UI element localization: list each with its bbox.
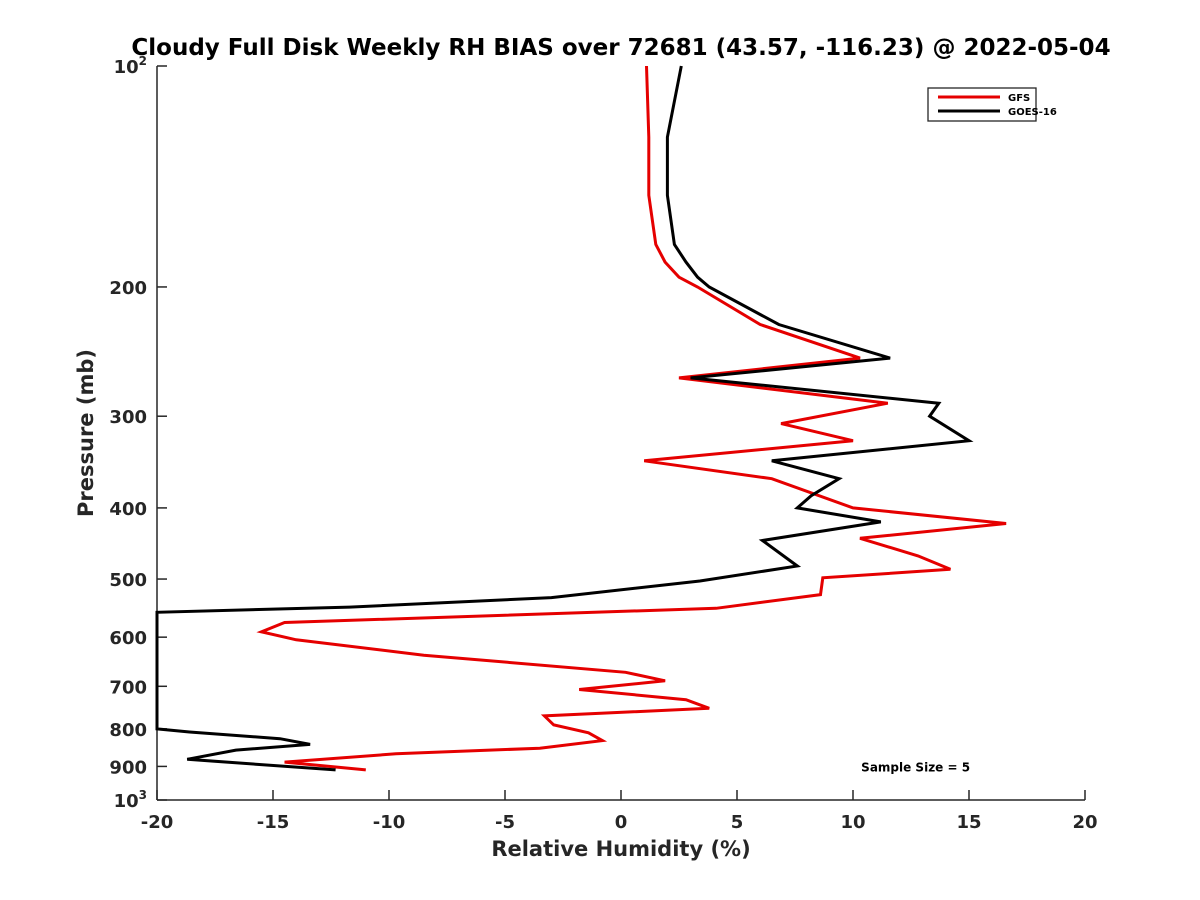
- y-tick-base: 10: [114, 57, 139, 78]
- y-tick-label: 600: [109, 628, 147, 649]
- y-tick-label: 900: [109, 757, 147, 778]
- y-tick-exponent: 2: [139, 54, 147, 68]
- legend-label: GOES-16: [1008, 107, 1057, 118]
- y-tick-label: 300: [109, 407, 147, 428]
- chart-title: Cloudy Full Disk Weekly RH BIAS over 726…: [131, 35, 1110, 61]
- x-tick-label: 5: [731, 812, 744, 833]
- goes-16-line: [155, 65, 974, 772]
- y-tick-label-exp: 103: [114, 788, 147, 812]
- x-tick-label: -15: [257, 812, 290, 833]
- x-tick-label: -20: [141, 812, 174, 833]
- y-tick-label: 200: [109, 278, 147, 299]
- sample-size-annotation: Sample Size = 5: [861, 760, 970, 774]
- x-tick-label: 10: [840, 812, 865, 833]
- y-axis-label: Pressure (mb): [74, 349, 98, 517]
- legend-label: GFS: [1008, 93, 1030, 104]
- y-tick-label: 700: [109, 677, 147, 698]
- y-tick-label: 500: [109, 570, 147, 591]
- x-tick-label: -5: [495, 812, 515, 833]
- x-tick-label: 20: [1072, 812, 1097, 833]
- x-tick-label: 0: [615, 812, 628, 833]
- y-tick-label: 400: [109, 499, 147, 520]
- x-tick-label: -10: [373, 812, 406, 833]
- x-axis-label: Relative Humidity (%): [491, 837, 750, 861]
- y-tick-label: 800: [109, 720, 147, 741]
- y-tick-label-exp: 102: [114, 54, 147, 78]
- y-tick-base: 10: [114, 791, 139, 812]
- y-tick-exponent: 3: [139, 788, 147, 802]
- gfs-line: [256, 65, 1007, 772]
- x-tick-label: 15: [956, 812, 981, 833]
- legend-box: [927, 87, 1037, 122]
